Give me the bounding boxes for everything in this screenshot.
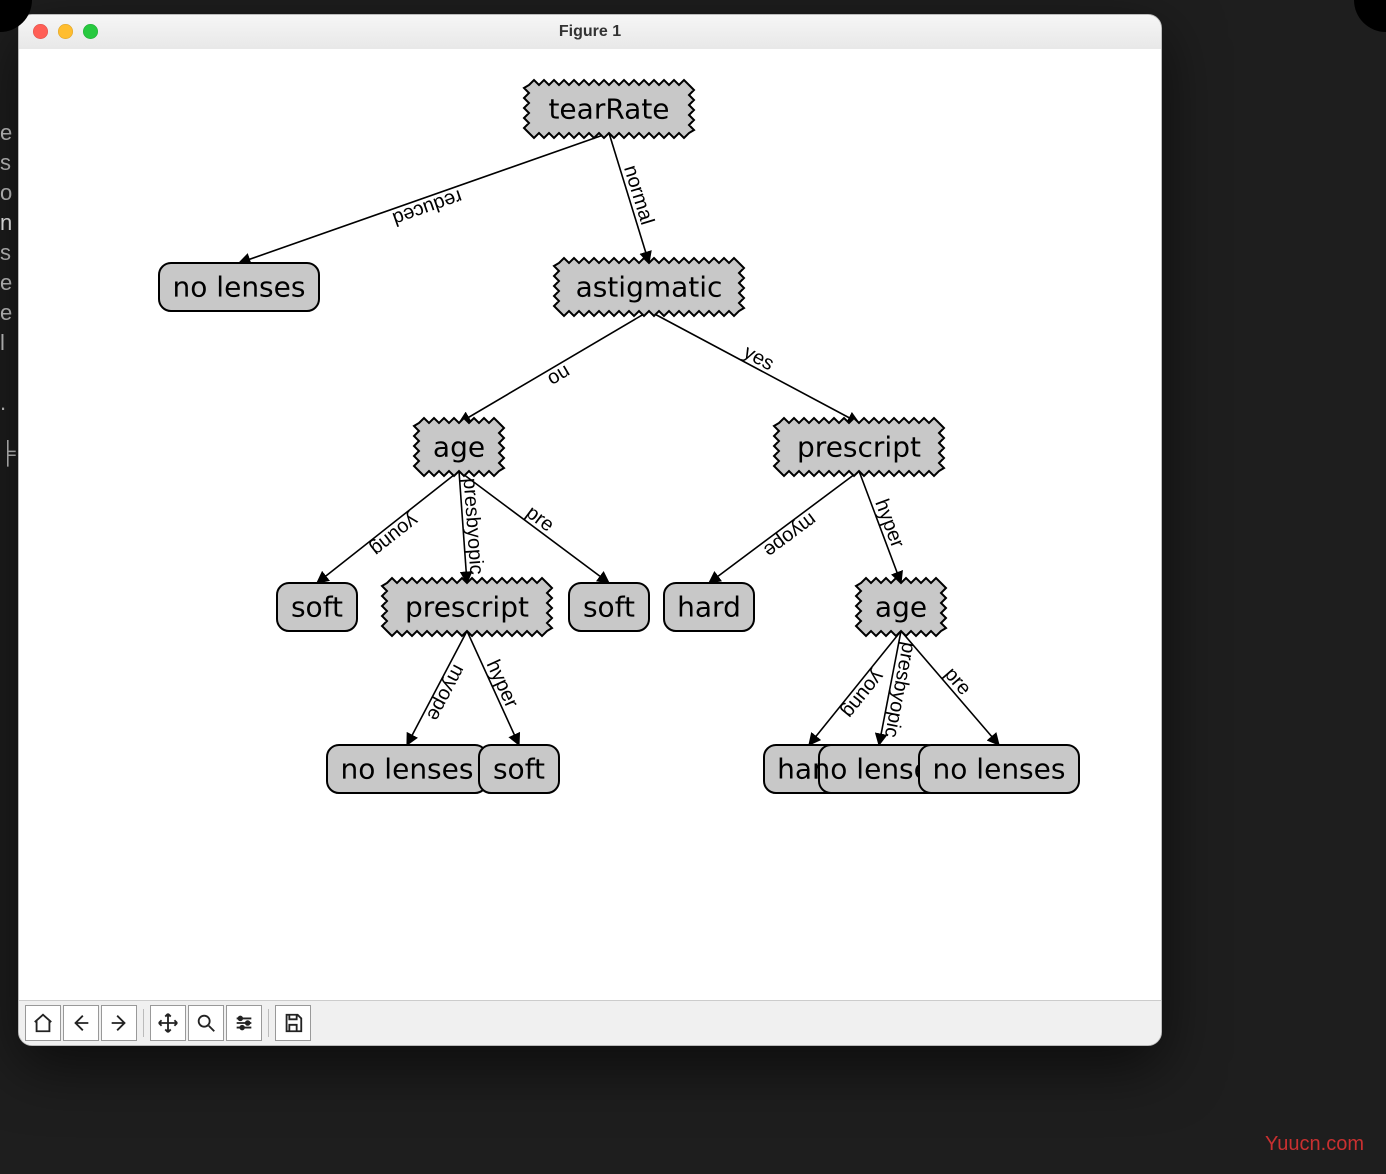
zoom-icon: [195, 1012, 217, 1034]
edge-label: young: [366, 509, 422, 560]
node-label: hard: [677, 591, 741, 624]
minimize-icon[interactable]: [58, 24, 73, 39]
sliders-icon: [233, 1012, 255, 1034]
titlebar: Figure 1: [19, 15, 1161, 50]
edge-label: hyper: [870, 496, 908, 551]
move-icon: [157, 1012, 179, 1034]
edge-label: presbyopic: [459, 477, 488, 575]
node-label: prescript: [405, 591, 529, 624]
edge-label: reduced: [390, 185, 465, 230]
node-label: soft: [291, 591, 343, 624]
figure-window: Figure 1 reducednormalnoyesyoungpresbyop…: [18, 14, 1162, 1046]
window-title: Figure 1: [19, 23, 1161, 41]
home-button[interactable]: [25, 1005, 61, 1041]
node-label: prescript: [797, 431, 921, 464]
edge-label: myope: [759, 508, 820, 562]
home-icon: [32, 1012, 54, 1034]
node-label: no lenses: [341, 753, 474, 786]
subplots-button[interactable]: [226, 1005, 262, 1041]
edge-label: hyper: [482, 657, 523, 712]
back-button[interactable]: [63, 1005, 99, 1041]
pan-button[interactable]: [150, 1005, 186, 1041]
node-label: tearRate: [548, 93, 669, 126]
edge-label: normal: [619, 163, 658, 228]
toolbar-separator: [268, 1009, 269, 1037]
node-label: age: [875, 591, 927, 624]
decision-tree: reducednormalnoyesyoungpresbyopicpremyop…: [19, 49, 1161, 1001]
watermark: Yuucn.com: [1265, 1133, 1364, 1156]
node-label: soft: [583, 591, 635, 624]
node-label: age: [433, 431, 485, 464]
edge-label: young: [837, 666, 888, 722]
edge-label: myope: [422, 661, 469, 724]
edge-label: pre: [940, 663, 976, 699]
node-label: soft: [493, 753, 545, 786]
plot-canvas: reducednormalnoyesyoungpresbyopicpremyop…: [19, 49, 1161, 1001]
arrow-left-icon: [70, 1012, 92, 1034]
close-icon[interactable]: [33, 24, 48, 39]
save-icon: [282, 1012, 304, 1034]
node-label: astigmatic: [576, 271, 723, 304]
edge-label: presbyopic: [880, 640, 920, 739]
node-label: no lenses: [173, 271, 306, 304]
node-label: no lenses: [933, 753, 1066, 786]
arrow-right-icon: [108, 1012, 130, 1034]
edge-label: pre: [522, 502, 558, 537]
edge-label: no: [544, 360, 574, 390]
zoom-button[interactable]: [188, 1005, 224, 1041]
save-button[interactable]: [275, 1005, 311, 1041]
toolbar-separator: [143, 1009, 144, 1037]
toolbar: [19, 1000, 1161, 1045]
maximize-icon[interactable]: [83, 24, 98, 39]
edge-label: yes: [740, 341, 778, 375]
forward-button[interactable]: [101, 1005, 137, 1041]
